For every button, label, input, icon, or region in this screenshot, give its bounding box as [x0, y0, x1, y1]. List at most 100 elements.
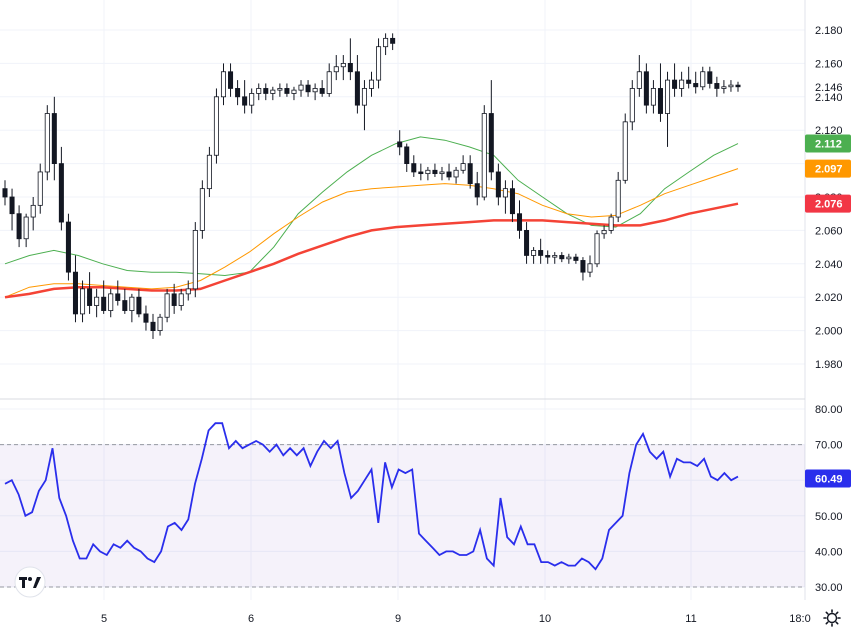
price-badge-text-rsi: 60.49 — [815, 473, 843, 485]
moving-average-line — [4, 136, 739, 277]
candle-body — [383, 37, 389, 48]
candle-body — [9, 196, 15, 215]
time-tick-label: 11 — [685, 613, 696, 625]
candle-body — [700, 71, 706, 88]
price-tick-label: 2.180 — [815, 25, 843, 37]
candle-body — [347, 63, 353, 73]
candle-body — [721, 86, 727, 89]
candle-body — [51, 113, 57, 164]
time-tick-label: 6 — [248, 613, 254, 625]
candle-body — [115, 293, 121, 301]
candle-body — [171, 293, 177, 306]
candle-body — [608, 216, 614, 231]
rsi-tick-label: 80.00 — [815, 404, 843, 416]
candle-body — [143, 313, 149, 323]
rsi-band-fill — [0, 444, 805, 587]
candle-body — [192, 229, 198, 290]
candle-body — [502, 188, 508, 198]
candle-body — [235, 88, 241, 98]
candle-body — [509, 188, 515, 215]
price-tick-label: 2.140 — [815, 92, 843, 104]
candle-body — [256, 88, 262, 94]
candle-body — [2, 188, 8, 198]
candle-body — [390, 37, 396, 44]
candle-body — [397, 141, 403, 148]
candle-body — [319, 88, 325, 94]
price-tick-label: 2.020 — [815, 292, 843, 304]
candle-body — [657, 88, 663, 114]
candle-body — [354, 71, 360, 106]
candle-body — [199, 188, 205, 231]
candle-body — [333, 66, 339, 73]
candle-body — [157, 316, 163, 331]
last-price-label: 2.146 — [815, 82, 843, 94]
candle-body — [524, 229, 530, 256]
candle-body — [361, 88, 367, 106]
gear-icon[interactable] — [823, 609, 841, 627]
candle-body — [178, 293, 184, 306]
candle-body — [707, 71, 713, 84]
price-tick-label: 2.000 — [815, 326, 843, 338]
price-tick-label: 2.120 — [815, 125, 843, 137]
candle-body — [665, 79, 671, 114]
candle-body — [672, 79, 678, 89]
candle-body — [432, 169, 438, 175]
candle-body — [559, 255, 565, 260]
rsi-tick-label: 70.00 — [815, 440, 843, 452]
candle-body — [213, 96, 219, 156]
candle-body — [108, 293, 114, 311]
price-tick-label: 2.060 — [815, 225, 843, 237]
candle-body — [587, 263, 593, 273]
time-tick-label: 10 — [539, 613, 551, 625]
candle-body — [101, 296, 107, 311]
candle-body — [87, 288, 93, 306]
candle-body — [136, 296, 142, 315]
candle-body — [615, 179, 621, 218]
candle-body — [545, 255, 551, 258]
candle-body — [312, 88, 318, 93]
rsi-line — [4, 422, 739, 571]
candlesticks — [2, 33, 741, 339]
candle-body — [242, 96, 248, 106]
candle-body — [263, 88, 269, 94]
candle-body — [629, 88, 635, 123]
candle-body — [270, 89, 276, 94]
candle-body — [16, 213, 22, 240]
time-tick-label: 9 — [395, 613, 401, 625]
tradingview-logo[interactable] — [14, 566, 46, 598]
candle-body — [404, 146, 410, 164]
candle-body — [284, 88, 290, 94]
price-tick-label: 2.160 — [815, 58, 843, 70]
candle-body — [129, 296, 135, 311]
candle-body — [425, 169, 431, 175]
candle-body — [474, 183, 480, 198]
candle-body — [376, 46, 382, 81]
time-tick-label: 18:0 — [789, 613, 810, 625]
candle-body — [23, 216, 29, 240]
candle-body — [30, 204, 36, 218]
candle-body — [601, 229, 607, 235]
candle-body — [65, 221, 71, 273]
time-tick-label: 5 — [101, 613, 107, 625]
rsi-tick-label: 40.00 — [815, 546, 843, 558]
candle-body — [150, 321, 156, 331]
candle-body — [531, 250, 537, 256]
candle-body — [580, 260, 586, 273]
candle-body — [573, 256, 579, 261]
candle-body — [643, 71, 649, 106]
candle-body — [516, 213, 523, 231]
price-badge-red — [805, 194, 851, 213]
candle-body — [467, 163, 473, 185]
candle-body — [735, 84, 741, 88]
candle-body — [80, 288, 86, 315]
rsi-band — [0, 444, 805, 588]
price-badge-orange — [805, 159, 851, 178]
price-tick-label: 2.040 — [815, 259, 843, 271]
rsi-tick-label: 30.00 — [815, 582, 843, 594]
candle-body — [164, 293, 170, 318]
candle-body — [326, 71, 332, 94]
candle-body — [552, 255, 558, 258]
candle-body — [636, 71, 642, 89]
rsi-tick-label: 50.00 — [815, 511, 843, 523]
candle-body — [488, 113, 494, 173]
